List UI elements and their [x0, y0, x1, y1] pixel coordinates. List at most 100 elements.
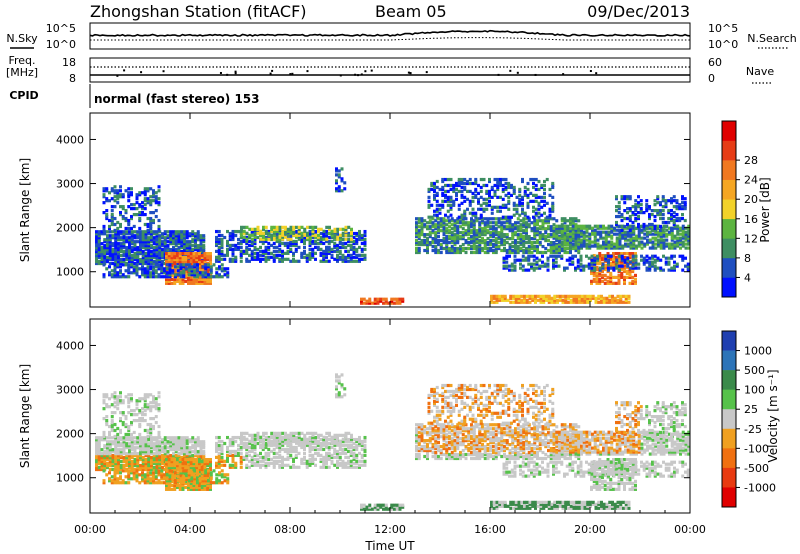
power-cell [684, 257, 687, 260]
power-cell [440, 251, 443, 254]
freq-dot [535, 74, 537, 76]
power-cell [509, 301, 512, 304]
power-cell [595, 297, 598, 300]
power-cell [492, 221, 495, 224]
power-cell [553, 223, 556, 226]
power-cell [601, 274, 604, 277]
power-cell [566, 233, 569, 236]
power-cell [163, 275, 166, 278]
power-cell [128, 230, 131, 233]
power-cell [651, 223, 654, 226]
power-cell [119, 269, 122, 272]
power-cell [178, 230, 181, 233]
power-cell [641, 246, 644, 249]
power-cell [248, 244, 251, 247]
colorbar-swatch [722, 277, 736, 297]
power-cell [676, 263, 679, 266]
power-cell [361, 254, 364, 257]
power-cell [509, 243, 512, 246]
power-cell [112, 234, 115, 237]
power-cell [336, 254, 339, 257]
power-cell [564, 237, 567, 240]
power-cell [120, 258, 123, 261]
power-cell [516, 259, 519, 262]
power-cell [295, 248, 298, 251]
power-cell [314, 258, 317, 261]
power-cell [462, 231, 465, 234]
power-cell [621, 229, 624, 232]
power-cell [355, 232, 358, 235]
power-cell [428, 196, 431, 199]
power-cell [149, 211, 152, 214]
power-cell [161, 248, 164, 251]
power-cell [671, 243, 674, 246]
power-cell [458, 208, 461, 211]
power-cell [674, 241, 677, 244]
power-cell [218, 273, 221, 276]
power-cell [659, 217, 662, 220]
power-cell [665, 261, 668, 264]
y-tick-label: 3000 [56, 178, 84, 191]
power-cell [528, 235, 531, 238]
power-cell [254, 256, 257, 259]
power-cell [467, 241, 470, 244]
power-cell [637, 195, 640, 198]
power-cell [155, 195, 158, 198]
power-cell [429, 241, 432, 244]
power-cell [572, 235, 575, 238]
power-cell [150, 250, 153, 253]
velocity-cell [165, 466, 168, 469]
power-cell [571, 255, 574, 258]
power-cell [447, 210, 450, 213]
velocity-cell [153, 452, 156, 455]
power-cell [469, 190, 472, 193]
power-cell [232, 248, 235, 251]
power-cell [525, 257, 528, 260]
power-cell [265, 256, 268, 259]
power-cell [521, 208, 524, 211]
velocity-cell [175, 454, 178, 457]
power-cell [481, 247, 484, 250]
power-cell [466, 180, 469, 183]
velocity-cell [186, 436, 189, 439]
power-cell [529, 301, 532, 304]
power-cell [257, 232, 260, 235]
power-cell [645, 227, 648, 230]
power-cell [481, 237, 484, 240]
power-cell [637, 215, 640, 218]
power-cell [463, 182, 466, 185]
power-cell [470, 229, 473, 232]
velocity-cell [106, 440, 109, 443]
power-cell [463, 200, 466, 203]
power-cell [670, 227, 673, 230]
power-cell [663, 239, 666, 242]
power-cell [117, 230, 120, 233]
power-cell [514, 255, 517, 258]
power-cell [109, 234, 112, 237]
power-cell [599, 225, 602, 228]
power-cell [114, 205, 117, 208]
power-cell [116, 221, 119, 224]
power-cell [544, 227, 547, 230]
power-cell [493, 295, 496, 298]
power-cell [331, 230, 334, 233]
power-cell [105, 213, 108, 216]
power-cell [646, 259, 649, 262]
power-cell [147, 236, 150, 239]
power-cell [564, 241, 567, 244]
power-cell [314, 246, 317, 249]
power-cell [549, 214, 552, 217]
freq-series [90, 67, 690, 77]
velocity-cell [112, 454, 115, 457]
power-cell [662, 255, 665, 258]
power-cell [436, 204, 439, 207]
power-cell [123, 258, 126, 261]
power-cell [108, 225, 111, 228]
power-cell [278, 254, 281, 257]
colorbar-tick-label: 4 [744, 271, 751, 284]
power-cell [133, 207, 136, 210]
power-cell [298, 238, 301, 241]
colorbar-tick-label: 8 [744, 252, 751, 265]
power-cell [610, 225, 613, 228]
power-cell [361, 258, 364, 261]
